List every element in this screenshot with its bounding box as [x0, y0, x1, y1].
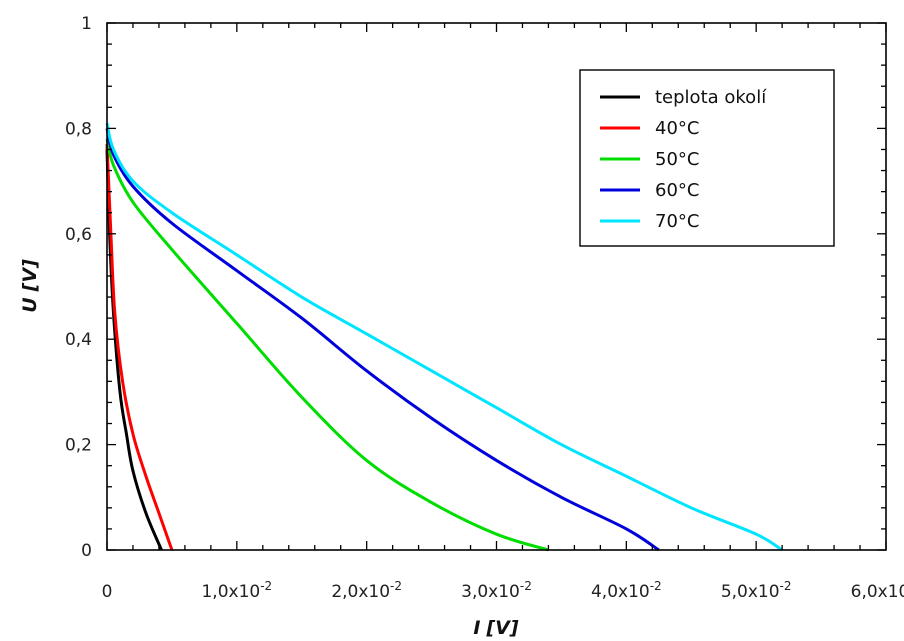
x-tick-exponent: -2 [780, 579, 792, 593]
x-tick-label-6: 6,0x10-2 [851, 579, 904, 602]
x-tick-label-2: 2,0x10-2 [331, 579, 402, 602]
x-axis-unit: [V] [486, 617, 519, 639]
series-line-3 [105, 128, 660, 552]
legend-label-1: 40°C [655, 118, 699, 139]
x-tick-mantissa: 4,0x10 [591, 582, 650, 602]
legend-items: teplota okolí 40°C 50°C 60°C 70°C [600, 87, 767, 232]
y-axis-symbol: U [19, 297, 41, 313]
legend: teplota okolí 40°C 50°C 60°C 70°C [579, 69, 835, 247]
x-tick-exponent: -2 [390, 579, 402, 593]
x-tick-label-1: 1,0x10-2 [201, 579, 272, 602]
y-tick-label-4: 0,8 [65, 119, 92, 139]
y-tick-label-0: 0 [81, 541, 92, 561]
x-tick-exponent: -2 [650, 579, 662, 593]
x-tick-mantissa: 5,0x10 [721, 582, 780, 602]
x-tick-mantissa: 0 [102, 582, 113, 602]
series-line-4 [105, 122, 783, 552]
y-axis-title: U [V] [19, 259, 41, 313]
series-line-0 [105, 149, 163, 551]
x-tick-label-4: 4,0x10-2 [591, 579, 662, 602]
legend-label-3: 60°C [655, 180, 699, 201]
y-tick-label-2: 0,4 [65, 330, 92, 350]
series-line-2 [105, 138, 549, 552]
y-tick-label-1: 0,2 [65, 436, 92, 456]
x-tick-mantissa: 2,0x10 [331, 582, 390, 602]
y-tick-labels: 0 0,2 0,4 0,6 0,8 1 [65, 14, 92, 561]
x-tick-exponent: -2 [520, 579, 532, 593]
x-tick-mantissa: 6,0x10 [851, 582, 904, 602]
x-tick-mantissa: 3,0x10 [461, 582, 520, 602]
x-axis-symbol: I [473, 617, 480, 639]
y-tick-label-5: 1 [81, 14, 92, 34]
x-tick-label-5: 5,0x10-2 [721, 579, 792, 602]
legend-label-4: 70°C [655, 211, 699, 232]
axis-ticks [106, 22, 887, 551]
y-axis-unit: [V] [19, 259, 41, 292]
x-tick-label-0: 0 [102, 582, 113, 602]
x-tick-exponent: -2 [260, 579, 272, 593]
x-axis-title: I [V] [473, 617, 518, 639]
legend-label-0: teplota okolí [655, 87, 767, 108]
legend-label-2: 50°C [655, 149, 699, 170]
x-tick-labels: 0 1,0x10-2 2,0x10-2 3,0x10-2 4,0x10-2 5,0x10-… [102, 579, 904, 602]
x-tick-label-3: 3,0x10-2 [461, 579, 532, 602]
y-tick-label-3: 0,6 [65, 225, 92, 245]
x-tick-mantissa: 1,0x10 [201, 582, 260, 602]
